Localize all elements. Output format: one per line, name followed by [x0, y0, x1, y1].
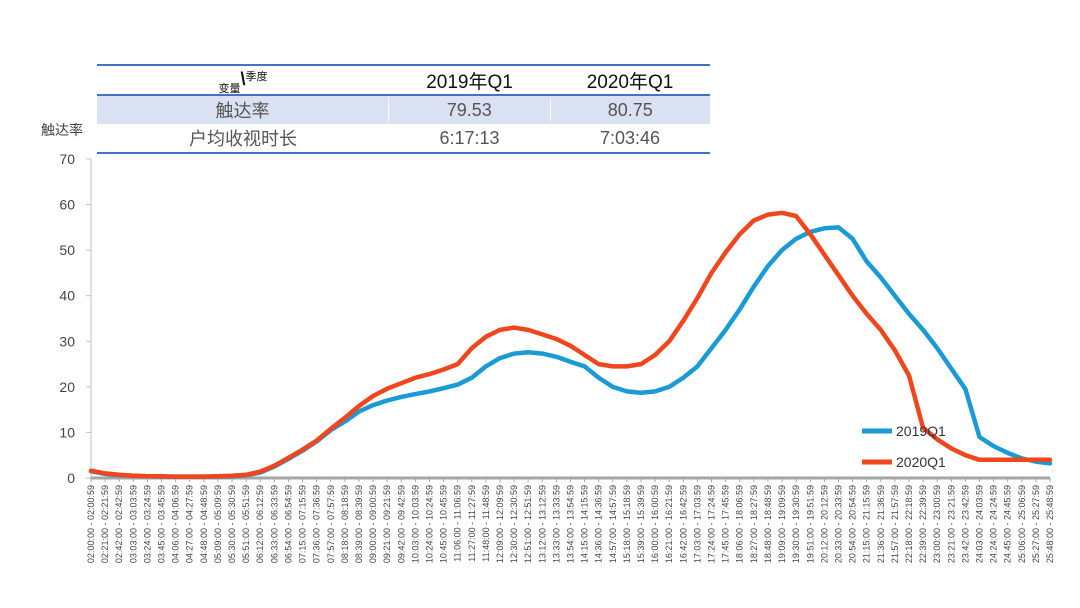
x-tick-label: 02:21:00 - 02:21:59 — [100, 485, 110, 563]
x-tick-label: 05:30:00 - 05:30:59 — [227, 485, 237, 563]
x-tick-label: 13:12:00 - 13:12:59 — [537, 485, 547, 563]
x-tick-label: 18:27:00 - 18:27:59 — [749, 485, 759, 563]
x-tick-label: 04:06:00 - 04:06:59 — [171, 485, 181, 563]
x-tick-label: 11:27:00 - 11:27:59 — [467, 485, 477, 562]
x-tick-label: 06:33:00 - 06:33:59 — [269, 485, 279, 563]
x-tick-label: 18:06:00 - 18:06:59 — [735, 485, 745, 563]
x-tick-label: 24:03:00 - 24:03:59 — [974, 485, 984, 563]
x-tick-label: 17:45:00 - 17:45:59 — [721, 485, 731, 563]
x-tick-label: 24:45:00 - 24:45:59 — [1003, 485, 1013, 563]
x-tick-label: 05:51:00 - 05:51:59 — [241, 485, 251, 563]
x-tick-label: 15:39:00 - 15:39:59 — [636, 485, 646, 563]
x-tick-label: 03:24:00 - 03:24:59 — [142, 485, 152, 563]
x-tick-label: 20:12:00 - 20:12:59 — [819, 485, 829, 563]
y-tick-label: 60 — [59, 197, 75, 213]
x-tick-label: 19:09:00 - 19:09:59 — [777, 485, 787, 563]
x-tick-label: 23:00:00 - 23:00:59 — [932, 485, 942, 563]
x-tick-label: 21:15:00 - 21:15:59 — [862, 485, 872, 563]
x-tick-label: 24:24:00 - 24:24:59 — [989, 485, 999, 563]
x-tick-label: 17:24:00 - 17:24:59 — [707, 485, 717, 563]
x-tick-label: 15:18:00 - 15:18:59 — [622, 485, 632, 563]
x-tick-label: 16:21:00 - 16:21:59 — [664, 485, 674, 563]
x-tick-label: 19:51:00 - 19:51:59 — [805, 485, 815, 563]
x-tick-label: 14:15:00 - 14:15:59 — [580, 485, 590, 563]
x-tick-label: 11:48:00 - 11:48:59 — [481, 485, 491, 562]
x-tick-label: 16:00:00 - 16:00:59 — [650, 485, 660, 563]
y-axis-label: 触达率 — [41, 122, 83, 138]
x-tick-label: 09:42:00 - 09:42:59 — [396, 485, 406, 563]
x-tick-label: 09:00:00 - 09:00:59 — [368, 485, 378, 563]
x-tick-label: 08:18:00 - 08:18:59 — [340, 485, 350, 563]
x-tick-label: 06:12:00 - 06:12:59 — [255, 485, 265, 563]
x-tick-label: 22:18:00 - 22:18:59 — [904, 485, 914, 563]
x-tick-label: 17:03:00 - 17:03:59 — [692, 485, 702, 563]
x-tick-label: 02:42:00 - 02:42:59 — [114, 485, 124, 563]
y-tick-label: 0 — [67, 470, 75, 486]
x-tick-label: 13:33:00 - 13:33:59 — [551, 485, 561, 563]
x-tick-label: 25:27:00 - 25:27:59 — [1031, 485, 1041, 563]
x-tick-label: 20:54:00 - 20:54:59 — [848, 485, 858, 563]
x-tick-label: 21:36:00 - 21:36:59 — [876, 485, 886, 563]
x-tick-label: 12:09:00 - 12:09:59 — [495, 485, 505, 563]
x-tick-label: 20:33:00 - 20:33:59 — [833, 485, 843, 563]
x-tick-label: 25:48:00 - 25:48:59 — [1045, 485, 1055, 563]
header-separator: \ — [240, 68, 246, 89]
x-tick-label: 07:15:00 - 07:15:59 — [298, 485, 308, 563]
x-tick-label: 07:36:00 - 07:36:59 — [312, 485, 322, 563]
x-tick-label: 12:51:00 - 12:51:59 — [523, 485, 533, 563]
y-tick-label: 50 — [59, 242, 75, 258]
x-tick-label: 14:57:00 - 14:57:59 — [608, 485, 618, 563]
x-tick-label: 23:42:00 - 23:42:59 — [960, 485, 970, 563]
y-tick-label: 70 — [59, 151, 75, 167]
header-variable: 变量 — [218, 82, 241, 95]
x-tick-label: 06:54:00 - 06:54:59 — [283, 485, 293, 563]
table-header-row: 变量\季度 2019年Q1 2020年Q1 — [97, 64, 710, 96]
x-tick-label: 19:30:00 - 19:30:59 — [791, 485, 801, 563]
x-tick-label: 18:48:00 - 18:48:59 — [763, 485, 773, 563]
x-tick-label: 09:21:00 - 09:21:59 — [382, 485, 392, 563]
table-row-viewing-time: 户均收视时长 6:17:13 7:03:46 — [97, 124, 710, 154]
row-label: 户均收视时长 — [189, 129, 297, 149]
legend-label-2019Q1: 2019Q1 — [896, 423, 946, 439]
x-tick-label: 04:27:00 - 04:27:59 — [185, 485, 195, 563]
row-label: 触达率 — [97, 97, 390, 123]
y-tick-label: 20 — [59, 379, 75, 395]
y-tick-label: 10 — [59, 424, 75, 440]
header-col-2020: 2020年Q1 — [586, 71, 674, 93]
row-value-2019: 6:17:13 — [439, 127, 500, 148]
x-tick-label: 11:06:00 - 11:06:59 — [453, 485, 463, 562]
x-tick-label: 25:06:00 - 25:06:59 — [1017, 485, 1027, 563]
series-line-2020Q1 — [88, 210, 1053, 479]
x-tick-label: 13:54:00 - 13:54:59 — [566, 485, 576, 563]
header-col-2019: 2019年Q1 — [426, 71, 513, 93]
x-tick-label: 10:24:00 - 10:24:59 — [424, 485, 434, 563]
series-line-2019Q1 — [88, 225, 1053, 479]
x-tick-label: 14:36:00 - 14:36:59 — [594, 485, 604, 563]
row-value-2019: 79.53 — [389, 99, 551, 121]
x-tick-label: 10:45:00 - 10:45:59 — [439, 485, 449, 563]
x-tick-label: 08:39:00 - 08:39:59 — [354, 485, 364, 563]
header-season: 季度 — [245, 70, 268, 83]
header-variable-season: 变量\季度 — [97, 68, 389, 95]
summary-table: 变量\季度 2019年Q1 2020年Q1 触达率 79.53 80.75 户均… — [97, 64, 710, 154]
y-tick-label: 40 — [59, 288, 75, 304]
x-tick-label: 05:09:00 - 05:09:59 — [213, 485, 223, 563]
legend-label-2020Q1: 2020Q1 — [896, 454, 946, 470]
x-tick-label: 10:03:00 - 10:03:59 — [410, 485, 420, 563]
x-tick-label: 04:48:00 - 04:48:59 — [199, 485, 209, 563]
x-tick-label: 21:57:00 - 21:57:59 — [890, 485, 900, 563]
table-row-reach: 触达率 79.53 80.75 — [97, 96, 710, 124]
x-tick-label: 22:39:00 - 22:39:59 — [918, 485, 928, 563]
x-tick-label: 07:57:00 - 07:57:59 — [326, 485, 336, 563]
row-value-2020: 7:03:46 — [599, 127, 661, 148]
x-tick-label: 03:45:00 - 03:45:59 — [157, 485, 167, 563]
row-value-2020: 80.75 — [607, 99, 653, 120]
x-tick-label: 12:30:00 - 12:30:59 — [509, 485, 519, 563]
x-tick-label: 02:00:00 - 02:00:59 — [86, 485, 96, 563]
y-tick-label: 30 — [59, 333, 75, 349]
x-tick-label: 16:42:00 - 16:42:59 — [678, 485, 688, 563]
x-tick-label: 03:03:00 - 03:03:59 — [128, 485, 138, 563]
x-tick-label: 23:21:00 - 23:21:59 — [946, 485, 956, 563]
